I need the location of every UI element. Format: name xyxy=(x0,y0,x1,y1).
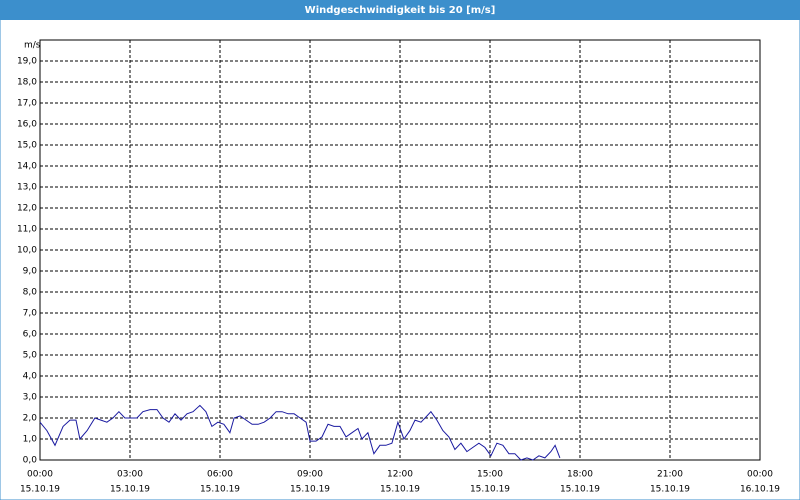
y-tick-label: 11,0 xyxy=(17,225,37,235)
x-tick-date: 15.10.19 xyxy=(200,485,240,495)
y-tick-label: 1,0 xyxy=(23,435,38,445)
y-tick-label: 4,0 xyxy=(23,372,38,382)
y-axis-label: m/s xyxy=(24,41,41,51)
x-tick-date: 15.10.19 xyxy=(470,485,510,495)
y-tick-label: 9,0 xyxy=(23,267,38,277)
y-tick-label: 16,0 xyxy=(17,120,37,130)
y-tick-label: 6,0 xyxy=(23,330,38,340)
x-tick-date: 15.10.19 xyxy=(110,485,150,495)
y-tick-label: 14,0 xyxy=(17,162,37,172)
y-tick-label: 15,0 xyxy=(17,141,37,151)
x-tick-label: 21:00 xyxy=(657,470,683,480)
data-line xyxy=(39,404,561,461)
x-tick-label: 06:00 xyxy=(207,470,233,480)
plot-border xyxy=(39,39,761,461)
title-bar xyxy=(0,0,800,20)
x-tick-date: 16.10.19 xyxy=(740,485,780,495)
grid xyxy=(39,40,761,461)
x-tick-date: 15.10.19 xyxy=(380,485,420,495)
y-tick-label: 10,0 xyxy=(17,246,37,256)
x-tick-label: 03:00 xyxy=(117,470,143,480)
y-tick-label: 0,0 xyxy=(23,456,38,466)
x-tick-label: 15:00 xyxy=(477,470,503,480)
x-tick-date: 15.10.19 xyxy=(650,485,690,495)
x-tick-date: 15.10.19 xyxy=(20,485,60,495)
y-tick-label: 7,0 xyxy=(23,309,38,319)
y-tick-label: 5,0 xyxy=(23,351,38,361)
chart-title: Windgeschwindigkeit bis 20 [m/s] xyxy=(305,5,496,16)
x-tick-date: 15.10.19 xyxy=(560,485,600,495)
y-tick-label: 17,0 xyxy=(17,99,37,109)
y-tick-label: 8,0 xyxy=(23,288,38,298)
x-tick-label: 00:00 xyxy=(747,470,773,480)
y-tick-label: 3,0 xyxy=(23,393,38,403)
y-tick-label: 19,0 xyxy=(17,57,37,67)
x-tick-label: 00:00 xyxy=(27,470,53,480)
x-tick-label: 09:00 xyxy=(297,470,323,480)
y-tick-label: 13,0 xyxy=(17,183,37,193)
x-tick-label: 18:00 xyxy=(567,470,593,480)
y-tick-label: 18,0 xyxy=(17,78,37,88)
y-tick-label: 12,0 xyxy=(17,204,37,214)
x-tick-date: 15.10.19 xyxy=(290,485,330,495)
y-tick-label: 2,0 xyxy=(23,414,38,424)
x-tick-label: 12:00 xyxy=(387,470,413,480)
